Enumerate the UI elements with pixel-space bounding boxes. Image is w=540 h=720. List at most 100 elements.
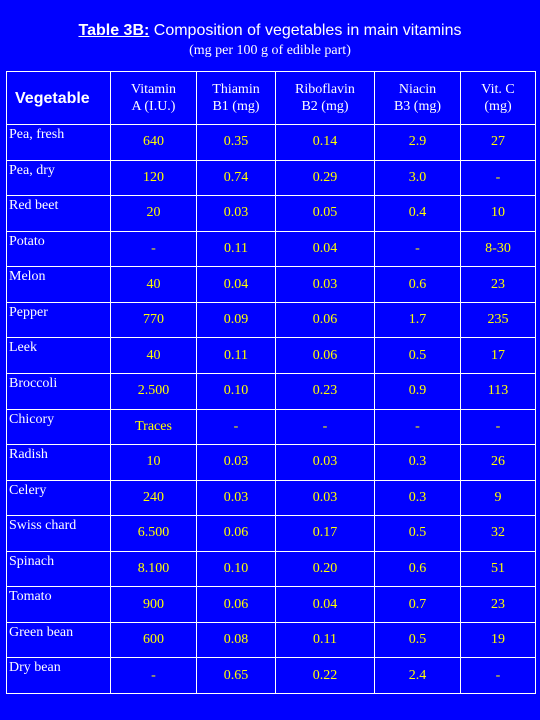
niacin-value: 3.0 bbox=[374, 159, 461, 197]
vegetable-name: Spinach bbox=[6, 550, 111, 588]
riboflavin-value: 0.06 bbox=[275, 301, 375, 339]
table-row: Green bean 600 0.08 0.11 0.5 19 bbox=[6, 621, 536, 659]
vitamin-c-value: 27 bbox=[460, 124, 536, 161]
thiamin-value: 0.65 bbox=[196, 657, 276, 694]
riboflavin-value: - bbox=[275, 408, 375, 446]
title-text: Composition of vegetables in main vitami… bbox=[149, 22, 462, 39]
vitamin-a-value: 600 bbox=[110, 621, 197, 659]
vitamin-a-value: 20 bbox=[110, 195, 197, 232]
table-row: Pepper 770 0.09 0.06 1.7 235 bbox=[6, 301, 536, 339]
thiamin-value: 0.06 bbox=[196, 586, 276, 623]
riboflavin-value: 0.06 bbox=[275, 337, 375, 374]
vitamin-a-value: 8.100 bbox=[110, 550, 197, 588]
vitamin-c-value: 17 bbox=[460, 337, 536, 374]
vitamin-c-value: 23 bbox=[460, 586, 536, 623]
vitamin-c-value: 26 bbox=[460, 444, 536, 481]
niacin-value: 2.9 bbox=[374, 124, 461, 161]
riboflavin-value: 0.04 bbox=[275, 230, 375, 268]
riboflavin-value: 0.23 bbox=[275, 372, 375, 410]
table-number: Table 3B: bbox=[78, 22, 150, 39]
riboflavin-value: 0.22 bbox=[275, 657, 375, 694]
vegetable-name: Potato bbox=[6, 230, 111, 268]
table-row: Dry bean -0.65 0.22 2.4- bbox=[6, 657, 536, 694]
niacin-value: 0.5 bbox=[374, 515, 461, 552]
niacin-value: 1.7 bbox=[374, 301, 461, 339]
vitamin-c-value: 10 bbox=[460, 195, 536, 232]
thiamin-value: 0.10 bbox=[196, 550, 276, 588]
table-row: Pea, fresh 640 0.35 0.14 2.9 27 bbox=[6, 124, 536, 161]
vitamin-a-value: 640 bbox=[110, 124, 197, 161]
column-header-riboflavin: Riboflavin B2 (mg) bbox=[275, 71, 375, 125]
vegetable-name: Pepper bbox=[6, 301, 111, 339]
niacin-value: - bbox=[374, 230, 461, 268]
vitamin-a-value: 40 bbox=[110, 266, 197, 303]
niacin-value: 0.5 bbox=[374, 621, 461, 659]
column-header-vitamin-c: Vit. C (mg) bbox=[460, 71, 536, 125]
niacin-value: 0.6 bbox=[374, 266, 461, 303]
vegetable-name: Melon bbox=[6, 266, 111, 303]
riboflavin-value: 0.03 bbox=[275, 444, 375, 481]
riboflavin-value: 0.04 bbox=[275, 586, 375, 623]
vitamin-a-value: 10 bbox=[110, 444, 197, 481]
table-row: Swiss chard 6.500 0.06 0.17 0.5 32 bbox=[6, 515, 536, 552]
vitamin-a-value: 6.500 bbox=[110, 515, 197, 552]
thiamin-value: 0.09 bbox=[196, 301, 276, 339]
vitamin-c-value: 235 bbox=[460, 301, 536, 339]
thiamin-value: 0.03 bbox=[196, 479, 276, 517]
niacin-value: - bbox=[374, 408, 461, 446]
table-row: Melon 40 0.04 0.03 0.6 23 bbox=[6, 266, 536, 303]
vitamin-c-value: 51 bbox=[460, 550, 536, 588]
vegetable-name: Pea, fresh bbox=[6, 124, 111, 161]
vegetable-name: Pea, dry bbox=[6, 159, 111, 197]
vitamin-table: Vegetable Vitamin A (I.U.) Thiamin B1 (mg)… bbox=[6, 71, 536, 694]
vegetable-name: Broccoli bbox=[6, 372, 111, 410]
column-header-vitamin-a: Vitamin A (I.U.) bbox=[110, 71, 197, 125]
vitamin-c-value: 19 bbox=[460, 621, 536, 659]
riboflavin-value: 0.17 bbox=[275, 515, 375, 552]
vitamin-a-value: 120 bbox=[110, 159, 197, 197]
niacin-value: 0.5 bbox=[374, 337, 461, 374]
vitamin-c-value: 113 bbox=[460, 372, 536, 410]
riboflavin-value: 0.05 bbox=[275, 195, 375, 232]
vitamin-c-value: 23 bbox=[460, 266, 536, 303]
vitamin-a-value: 240 bbox=[110, 479, 197, 517]
riboflavin-value: 0.29 bbox=[275, 159, 375, 197]
vegetable-name: Tomato bbox=[6, 586, 111, 623]
vitamin-c-value: 9 bbox=[460, 479, 536, 517]
riboflavin-value: 0.20 bbox=[275, 550, 375, 588]
thiamin-value: 0.35 bbox=[196, 124, 276, 161]
table-title: Table 3B: Composition of vegetables in m… bbox=[0, 22, 540, 40]
vegetable-name: Green bean bbox=[6, 621, 111, 659]
vitamin-c-value: - bbox=[460, 657, 536, 694]
table-row: Tomato 900 0.06 0.04 0.7 23 bbox=[6, 586, 536, 623]
thiamin-value: - bbox=[196, 408, 276, 446]
vitamin-a-value: - bbox=[110, 657, 197, 694]
table-row: Chicory Traces - - - - bbox=[6, 408, 536, 446]
vitamin-a-value: 40 bbox=[110, 337, 197, 374]
thiamin-value: 0.03 bbox=[196, 444, 276, 481]
thiamin-value: 0.11 bbox=[196, 230, 276, 268]
thiamin-value: 0.04 bbox=[196, 266, 276, 303]
thiamin-value: 0.06 bbox=[196, 515, 276, 552]
vegetable-name: Celery bbox=[6, 479, 111, 517]
niacin-value: 0.4 bbox=[374, 195, 461, 232]
vegetable-name: Red beet bbox=[6, 195, 111, 232]
table-row: Leek 40 0.11 0.06 0.5 17 bbox=[6, 337, 536, 374]
table-row: Radish 10 0.03 0.03 0.3 26 bbox=[6, 444, 536, 481]
vegetable-name: Swiss chard bbox=[6, 515, 111, 552]
table-row: Celery 240 0.03 0.03 0.3 9 bbox=[6, 479, 536, 517]
thiamin-value: 0.08 bbox=[196, 621, 276, 659]
thiamin-value: 0.10 bbox=[196, 372, 276, 410]
vitamin-c-value: 8-30 bbox=[460, 230, 536, 268]
niacin-value: 2.4 bbox=[374, 657, 461, 694]
table-subtitle: (mg per 100 g of edible part) bbox=[189, 43, 351, 58]
table-row: Red beet 20 0.03 0.05 0.4 10 bbox=[6, 195, 536, 232]
riboflavin-value: 0.14 bbox=[275, 124, 375, 161]
column-header-niacin: Niacin B3 (mg) bbox=[374, 71, 461, 125]
niacin-value: 0.7 bbox=[374, 586, 461, 623]
vitamin-c-value: - bbox=[460, 159, 536, 197]
riboflavin-value: 0.03 bbox=[275, 266, 375, 303]
riboflavin-value: 0.03 bbox=[275, 479, 375, 517]
column-header-vegetable: Vegetable bbox=[6, 71, 111, 125]
niacin-value: 0.6 bbox=[374, 550, 461, 588]
